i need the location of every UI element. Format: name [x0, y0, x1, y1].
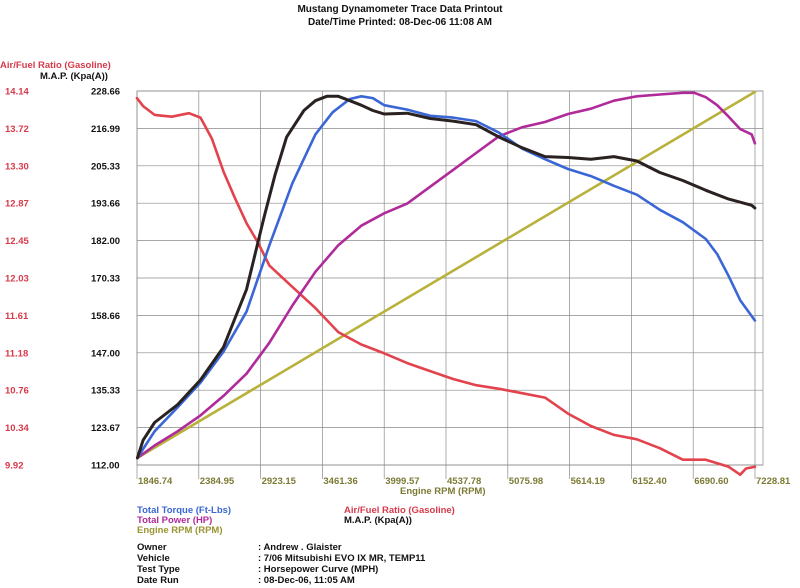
map-tick-label: 170.33 [91, 274, 120, 285]
test-type-label: Test Type [137, 564, 180, 575]
afr-tick-label: 13.72 [5, 124, 29, 135]
afr-tick-label: 12.87 [5, 199, 29, 210]
x-tick-label: 6690.60 [694, 476, 728, 487]
x-tick-label: 5614.19 [571, 476, 605, 487]
x-tick-label: 3461.36 [323, 476, 357, 487]
map-tick-label: 112.00 [91, 461, 120, 472]
vehicle-value: : 7/06 Mitsubishi EVO IX MR, TEMP11 [258, 553, 426, 564]
map-tick-label: 158.66 [91, 311, 120, 322]
legend-afr: Air/Fuel Ratio (Gasoline) [344, 505, 455, 516]
print-timestamp: Date/Time Printed: 08-Dec-06 11:08 AM [308, 17, 492, 28]
x-tick-label: 2384.95 [200, 476, 235, 487]
date-run-label: Date Run [137, 575, 179, 586]
x-tick-label: 4537.78 [447, 476, 481, 487]
date-run-value: : 08-Dec-06, 11:05 AM [258, 575, 355, 586]
map-tick-label: 193.66 [91, 199, 120, 210]
x-tick-label: 1846.74 [138, 476, 173, 487]
afr-tick-label: 9.92 [5, 461, 24, 472]
power-line [136, 91, 757, 460]
vehicle-label: Vehicle [137, 553, 170, 564]
map-tick-label: 135.33 [91, 386, 120, 397]
map-tick-label: 228.66 [91, 87, 120, 98]
test-type-value: : Horsepower Curve (MPH) [258, 564, 379, 575]
plot-frame [136, 90, 764, 466]
x-tick-label: 3999.57 [385, 476, 419, 487]
afr-tick-label: 12.45 [5, 236, 29, 247]
x-axis-title: Engine RPM (RPM) [400, 486, 486, 497]
afr-tick-label: 10.76 [5, 386, 29, 397]
x-tick-label: 2923.15 [262, 476, 297, 487]
afr-line [135, 96, 757, 477]
map-line [135, 94, 757, 460]
legend-power: Total Power (HP) [137, 515, 213, 526]
map-tick-label: 205.33 [91, 161, 120, 172]
grid [136, 90, 764, 479]
left-axis-title: Air/Fuel Ratio (Gasoline) [0, 60, 111, 71]
afr-tick-label: 12.03 [5, 274, 29, 285]
afr-tick-label: 10.34 [5, 423, 29, 434]
map-tick-label: 216.99 [91, 124, 120, 135]
legend-torque: Total Torque (Ft-Lbs) [137, 505, 232, 516]
afr-tick-label: 11.61 [5, 311, 29, 322]
owner-value: : Andrew . Glaister [258, 542, 342, 553]
legend-map: M.A.P. (Kpa(A)) [344, 515, 412, 526]
afr-tick-label: 11.18 [5, 348, 28, 359]
right-axis-title: M.A.P. (Kpa(A)) [40, 71, 108, 82]
x-tick-label: 6152.40 [632, 476, 666, 487]
chart-title: Mustang Dynamometer Trace Data Printout [297, 4, 503, 15]
rpm-line [136, 90, 757, 460]
legend-rpm: Engine RPM (RPM) [137, 525, 223, 536]
map-tick-label: 147.00 [91, 348, 120, 359]
x-tick-label: 7228.81 [756, 476, 791, 487]
map-tick-label: 182.00 [91, 236, 120, 247]
series-group [135, 90, 757, 477]
axis-labels: 14.14 228.66 13.72 216.99 13.30 205.33 12.87 19… [0, 60, 791, 497]
owner-label: Owner [137, 542, 167, 553]
torque-line [136, 95, 757, 460]
x-tick-label: 5075.98 [509, 476, 543, 487]
map-tick-label: 123.67 [91, 423, 120, 434]
afr-tick-label: 14.14 [5, 87, 29, 98]
afr-tick-label: 13.30 [5, 161, 29, 172]
